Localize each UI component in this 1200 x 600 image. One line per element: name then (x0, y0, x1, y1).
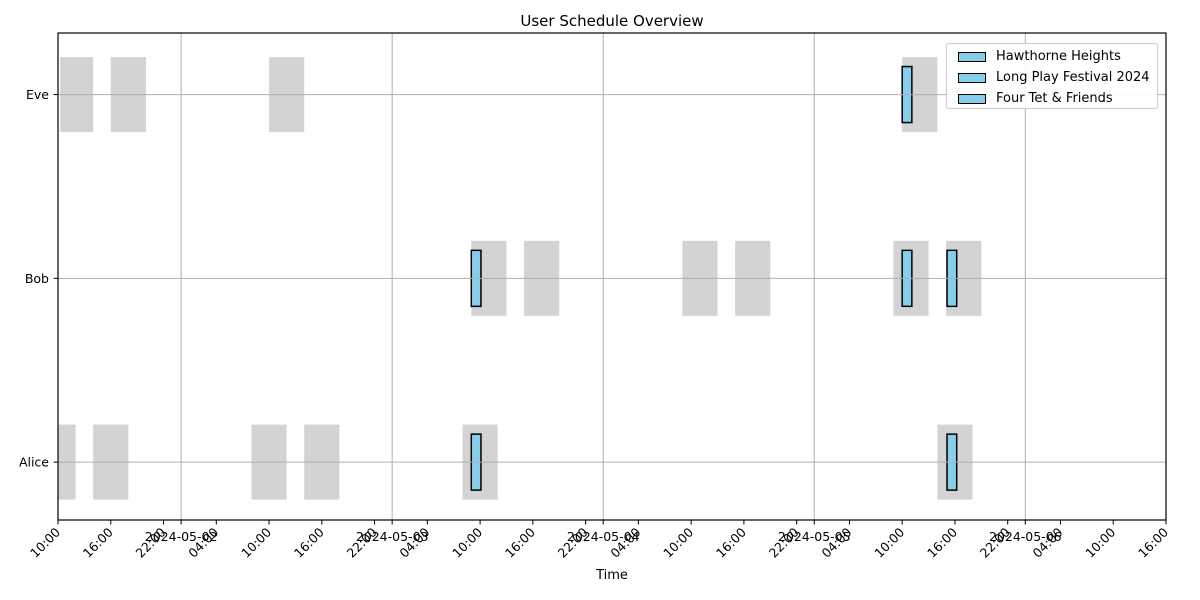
legend-label: Long Play Festival 2024 (996, 70, 1150, 85)
y-tick-label: Eve (26, 87, 49, 102)
x-tick-label: 10:00 (449, 524, 485, 560)
x-date-label: 2024-05-06 (989, 529, 1062, 544)
chart-title: User Schedule Overview (520, 12, 703, 30)
x-tick-label: 10:00 (238, 524, 274, 560)
plot-border (57, 32, 1167, 521)
x-tick-label: 16:00 (291, 524, 327, 560)
legend-swatch-icon (958, 93, 986, 104)
x-tick-label: 10:00 (27, 524, 63, 560)
x-tick-label: 16:00 (924, 524, 960, 560)
x-date-label: 2024-05-05 (778, 529, 851, 544)
x-tick-label: 10:00 (660, 524, 696, 560)
x-axis-title: Time (595, 568, 628, 583)
legend-item: Four Tet & Friends (953, 88, 1157, 109)
x-date-label: 2024-05-02 (145, 529, 218, 544)
x-tick-label: 10:00 (871, 524, 907, 560)
legend-swatch-icon (958, 72, 986, 83)
x-tick-label: 16:00 (1135, 524, 1171, 560)
legend-swatch-icon (958, 51, 986, 62)
legend: Hawthorne Heights Long Play Festival 202… (946, 43, 1158, 109)
legend-label: Hawthorne Heights (996, 49, 1121, 64)
plot-area: 10:00 16:00 22:00 04:00 10:00 16:00 22:00 04:00… (19, 32, 1171, 561)
x-tick-label: 16:00 (713, 524, 749, 560)
legend-label: Four Tet & Friends (996, 91, 1113, 106)
x-tick-label: 16:00 (502, 524, 538, 560)
legend-item: Long Play Festival 2024 (953, 67, 1157, 88)
y-tick-label: Bob (25, 271, 49, 286)
x-tick-label: 16:00 (80, 524, 116, 560)
x-date-label: 2024-05-04 (567, 529, 640, 544)
legend-item: Hawthorne Heights (953, 46, 1157, 67)
x-tick-label: 10:00 (1082, 524, 1118, 560)
y-tick-label: Alice (19, 455, 49, 470)
x-date-label: 2024-05-03 (356, 529, 429, 544)
